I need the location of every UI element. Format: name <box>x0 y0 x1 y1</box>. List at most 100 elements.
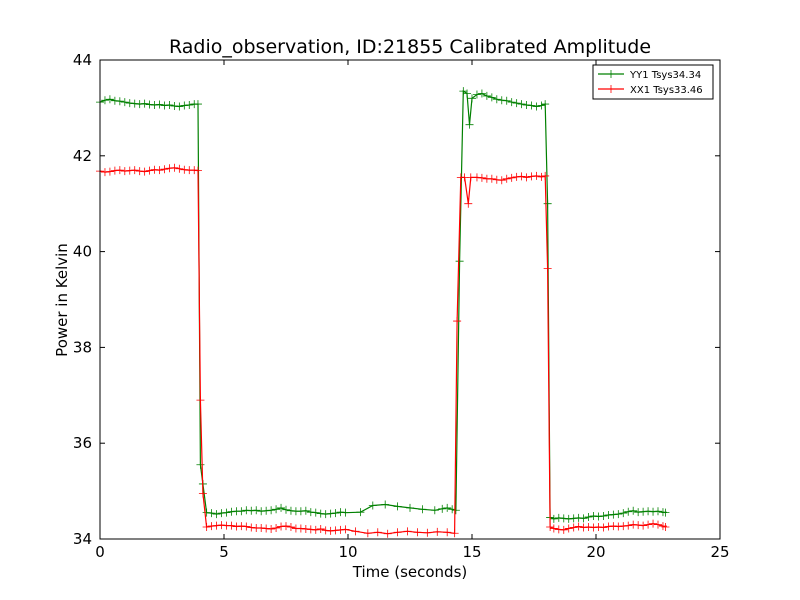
data-point <box>450 529 459 538</box>
data-point <box>301 524 310 533</box>
data-point <box>301 506 310 515</box>
data-point <box>326 526 335 535</box>
y-tick-label: 42 <box>73 147 92 165</box>
data-point <box>222 508 231 517</box>
y-tick-label: 36 <box>73 434 92 452</box>
data-point <box>532 102 541 111</box>
data-point <box>262 524 271 533</box>
data-point <box>393 528 402 537</box>
data-point <box>487 174 496 183</box>
data-point <box>527 101 536 110</box>
data-point <box>150 165 159 174</box>
series-0 <box>96 87 670 523</box>
data-point <box>644 520 653 529</box>
data-point <box>180 101 189 110</box>
data-point <box>306 525 315 534</box>
data-point <box>619 509 628 518</box>
data-point <box>517 172 526 181</box>
data-point <box>165 101 174 110</box>
data-point <box>316 509 325 518</box>
data-point <box>282 505 290 514</box>
data-point <box>140 99 149 108</box>
data-point <box>661 523 670 532</box>
data-point <box>198 489 207 498</box>
y-tick-label: 38 <box>73 338 92 356</box>
data-point <box>579 523 588 532</box>
data-point <box>537 101 546 110</box>
data-point <box>423 528 432 537</box>
data-point <box>543 199 552 208</box>
data-point <box>237 507 246 516</box>
data-point <box>193 100 202 109</box>
y-tick-label: 34 <box>73 530 92 548</box>
data-point <box>464 199 473 208</box>
data-point <box>196 460 205 469</box>
data-point <box>584 512 593 521</box>
data-point <box>125 99 134 108</box>
data-point <box>383 529 392 538</box>
data-point <box>217 521 226 530</box>
data-point <box>125 166 134 175</box>
legend-label: XX1 Tsys33.46 <box>630 85 703 96</box>
data-point <box>465 120 474 129</box>
data-point <box>242 506 251 515</box>
data-point <box>135 167 144 176</box>
data-point <box>589 512 598 521</box>
y-axis-label: Power in Kelvin <box>53 243 71 357</box>
data-point <box>212 510 221 519</box>
series-layer <box>96 87 670 538</box>
data-point <box>207 509 216 518</box>
data-point <box>110 166 119 175</box>
data-point <box>267 524 276 533</box>
data-point <box>629 520 638 529</box>
data-point <box>644 507 653 516</box>
data-point <box>237 522 246 531</box>
x-tick-label: 5 <box>219 543 229 561</box>
data-point <box>549 514 558 523</box>
data-point <box>277 522 286 531</box>
data-point <box>393 502 402 511</box>
data-point <box>286 523 295 532</box>
data-point <box>594 512 603 521</box>
plot-frame <box>99 59 721 540</box>
data-point <box>649 507 658 516</box>
data-point <box>262 506 271 515</box>
data-point <box>564 524 573 533</box>
chart-title: Radio_observation, ID:21855 Calibrated A… <box>169 36 651 58</box>
data-point <box>356 508 365 517</box>
data-point <box>463 89 472 98</box>
data-point <box>502 174 511 183</box>
plot-background <box>100 60 720 539</box>
data-point <box>546 523 555 532</box>
data-point <box>574 513 583 522</box>
data-point <box>341 508 350 517</box>
data-point <box>522 101 531 110</box>
data-point <box>430 506 439 515</box>
y-tick-label: 44 <box>73 51 92 69</box>
data-point <box>363 529 372 538</box>
data-point <box>413 528 422 537</box>
data-point <box>247 506 256 515</box>
data-point <box>316 524 325 533</box>
data-point <box>639 507 648 516</box>
data-point <box>574 522 583 531</box>
data-point <box>497 176 506 185</box>
data-point <box>296 507 305 516</box>
data-point <box>564 514 573 523</box>
data-point <box>247 523 256 532</box>
data-point <box>579 514 588 523</box>
data-point <box>532 171 541 180</box>
data-point <box>589 523 598 532</box>
data-point <box>331 526 340 535</box>
data-point <box>443 503 452 512</box>
data-point <box>569 523 578 532</box>
data-point <box>614 510 623 519</box>
data-point <box>604 522 613 531</box>
data-point <box>140 167 149 176</box>
data-point <box>100 168 109 177</box>
data-point <box>175 164 184 173</box>
data-point <box>150 101 159 110</box>
data-point <box>160 101 169 110</box>
data-point <box>311 508 320 517</box>
